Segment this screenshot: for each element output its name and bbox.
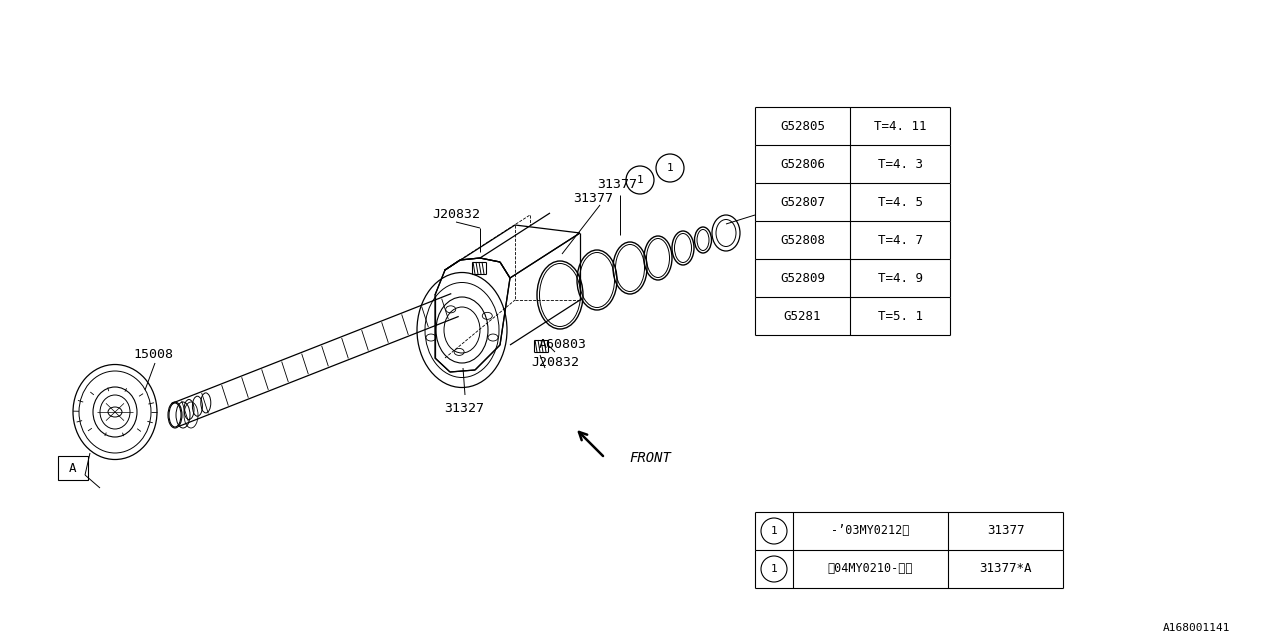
Text: 1: 1 (667, 163, 673, 173)
Text: G52806: G52806 (780, 157, 826, 170)
Text: FRONT: FRONT (628, 451, 671, 465)
Text: G52805: G52805 (780, 120, 826, 132)
Text: G5281: G5281 (783, 310, 822, 323)
Text: T=4. 9: T=4. 9 (878, 271, 923, 285)
Text: G52807: G52807 (780, 195, 826, 209)
Text: T=5. 1: T=5. 1 (878, 310, 923, 323)
Text: （04MY0210-　）: （04MY0210- ） (828, 563, 913, 575)
Text: T=4. 3: T=4. 3 (878, 157, 923, 170)
Text: -’03MY0212）: -’03MY0212） (831, 525, 910, 538)
Text: T=4. 7: T=4. 7 (878, 234, 923, 246)
Text: J20832: J20832 (433, 209, 480, 221)
Text: 31377: 31377 (573, 191, 613, 205)
Text: 1: 1 (636, 175, 644, 185)
Text: 1: 1 (771, 526, 777, 536)
Text: 15008: 15008 (133, 349, 173, 362)
Text: A168001141: A168001141 (1162, 623, 1230, 633)
Text: A60803: A60803 (539, 339, 588, 351)
Text: T=4. 5: T=4. 5 (878, 195, 923, 209)
Bar (58, 456, 88, 480)
Text: G52808: G52808 (780, 234, 826, 246)
Text: 1: 1 (771, 564, 777, 574)
Text: 31377: 31377 (987, 525, 1024, 538)
Text: A: A (69, 461, 77, 474)
Text: G52809: G52809 (780, 271, 826, 285)
Text: T=4. 11: T=4. 11 (874, 120, 927, 132)
Text: J20832: J20832 (531, 355, 579, 369)
Text: 31377: 31377 (596, 179, 637, 191)
Text: 31327: 31327 (444, 401, 484, 415)
Text: 31377*A: 31377*A (979, 563, 1032, 575)
